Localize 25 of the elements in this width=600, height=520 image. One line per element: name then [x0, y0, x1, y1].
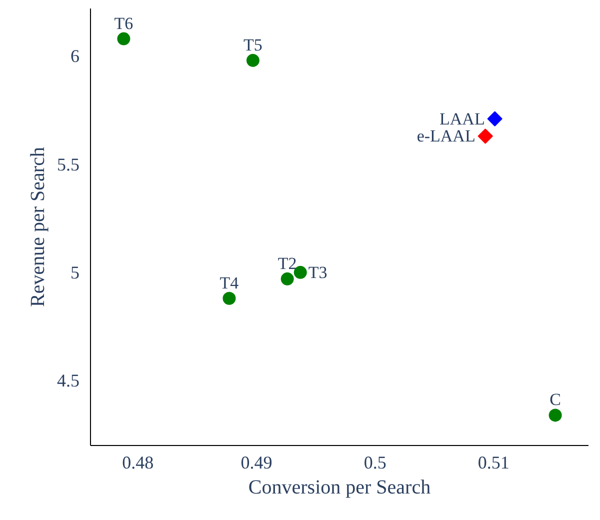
series-label: T3 — [308, 262, 328, 282]
point — [117, 32, 130, 46]
x-tick-label: 0.48 — [122, 452, 154, 472]
y-axis-title: Revenue per Search — [27, 147, 49, 307]
series-label: T4 — [220, 273, 240, 292]
series-label: T5 — [244, 35, 262, 54]
series-label: T6 — [114, 14, 134, 33]
point — [487, 111, 502, 126]
x-axis-title: Conversion per Search — [248, 476, 431, 498]
point — [246, 54, 260, 67]
x-tick-label: 0.51 — [478, 452, 510, 472]
y-tick-label: 6 — [70, 46, 80, 66]
y-tick-label: 4.5 — [57, 370, 80, 391]
series-label: e-LAAL — [416, 126, 476, 146]
series-label: LAAL — [440, 109, 485, 128]
x-tick-label: 0.49 — [240, 452, 272, 472]
point — [548, 408, 562, 422]
point — [478, 128, 493, 144]
series-label: C — [550, 390, 561, 410]
point — [280, 272, 294, 286]
point — [222, 292, 236, 305]
x-tick-label: 0.5 — [364, 452, 386, 472]
series-label: T2 — [278, 254, 297, 273]
y-tick-label: 5 — [70, 262, 80, 282]
y-tick-label: 5.5 — [57, 154, 80, 174]
